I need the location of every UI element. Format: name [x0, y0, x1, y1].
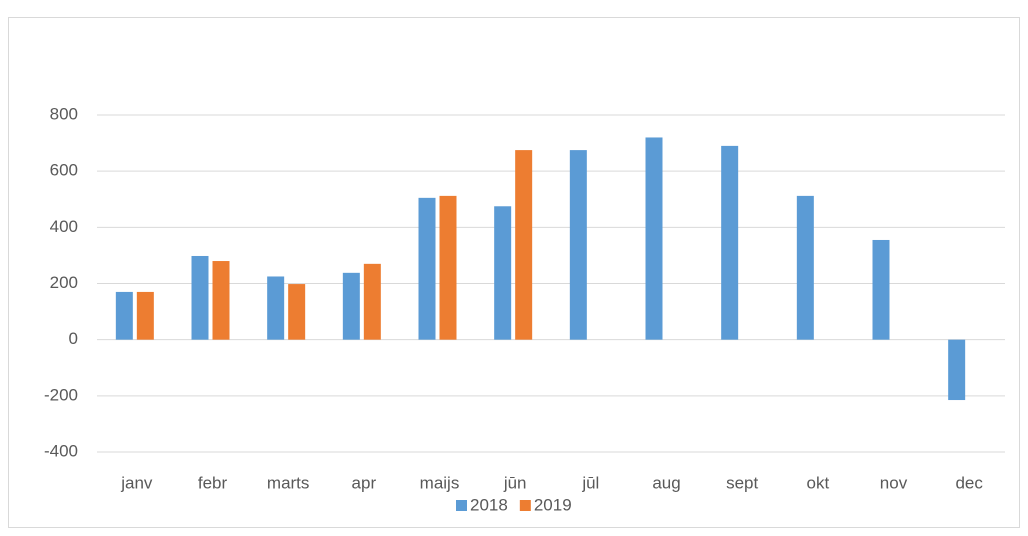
x-tick-label: maijs [420, 473, 460, 492]
x-tick-label: nov [880, 473, 908, 492]
bar [494, 206, 512, 340]
bar [212, 261, 230, 340]
x-tick-label: dec [955, 473, 983, 492]
y-tick-label: -200 [44, 385, 78, 404]
bar [363, 263, 381, 340]
x-tick-label: marts [267, 473, 310, 492]
bar [267, 276, 285, 340]
x-tick-label: janv [120, 473, 153, 492]
y-tick-label: 200 [50, 273, 78, 292]
bar [418, 197, 436, 340]
bar [115, 291, 133, 340]
legend-label: 2018 [470, 495, 508, 514]
y-tick-label: 600 [50, 161, 78, 180]
bar [721, 145, 739, 340]
y-tick-label: -400 [44, 441, 78, 460]
y-tick-label: 0 [69, 329, 78, 348]
legend-swatch [456, 500, 467, 511]
chart-frame [8, 17, 1020, 528]
x-tick-label: sept [726, 473, 758, 492]
bar [948, 339, 966, 401]
legend-swatch [519, 500, 531, 511]
legend-label: 2019 [534, 495, 572, 514]
bar [342, 272, 360, 340]
x-tick-label: jūn [503, 473, 527, 492]
bar [796, 195, 814, 340]
x-tick-label: apr [352, 473, 377, 492]
bar [288, 284, 306, 340]
x-tick-label: jūl [581, 473, 599, 492]
bar [569, 150, 587, 340]
x-tick-label: aug [652, 473, 680, 492]
bar [191, 255, 209, 340]
bar [439, 195, 457, 340]
y-tick-label: 800 [50, 104, 78, 123]
x-tick-label: febr [198, 473, 228, 492]
y-tick-label: 400 [50, 217, 78, 236]
bar [645, 137, 663, 340]
bar [136, 291, 154, 340]
bar [515, 150, 533, 340]
x-tick-label: okt [806, 473, 829, 492]
bar [872, 239, 890, 340]
